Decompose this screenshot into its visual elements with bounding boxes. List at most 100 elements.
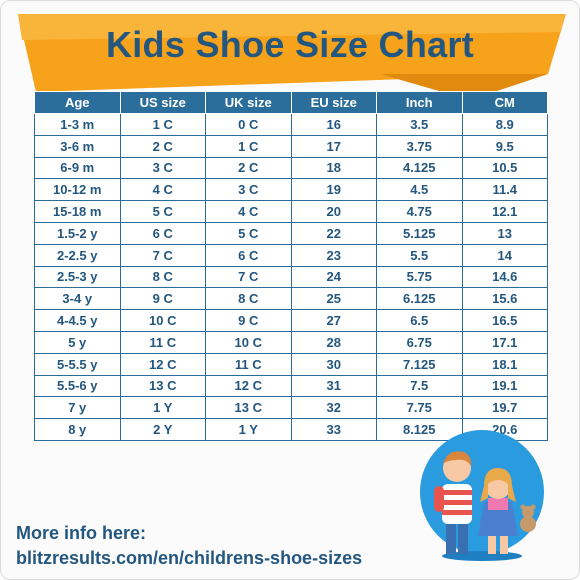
table-cell: 6-9 m	[34, 156, 121, 180]
table-cell: 4-4.5 y	[34, 309, 121, 332]
table-cell: 1-3 m	[34, 113, 121, 136]
table-cell: 7 C	[205, 265, 292, 289]
footer-info: More info here: blitzresults.com/en/chil…	[16, 521, 362, 571]
table-cell: 5 C	[205, 221, 292, 245]
table-cell: 19	[290, 178, 377, 202]
table-cell: 2 Y	[119, 418, 206, 441]
table-cell: 8 C	[119, 265, 206, 289]
column-header: Inch	[376, 91, 463, 114]
table-cell: 27	[290, 309, 377, 332]
column-header: EU size	[290, 91, 377, 114]
table-cell: 6.125	[376, 287, 463, 311]
table-cell: 19.7	[461, 396, 548, 420]
table-cell: 15-18 m	[34, 200, 121, 223]
column-header: CM	[461, 91, 548, 114]
table-cell: 14.6	[461, 265, 548, 289]
table-cell: 3-4 y	[34, 287, 121, 311]
table-cell: 9.5	[461, 134, 548, 158]
table-cell: 4.125	[376, 156, 463, 180]
table-cell: 11 C	[119, 330, 206, 354]
table-cell: 2-2.5 y	[34, 243, 121, 267]
table-cell: 6 C	[119, 221, 206, 245]
table-cell: 5-5.5 y	[34, 352, 121, 376]
table-cell: 1 C	[205, 134, 292, 158]
table-cell: 4 C	[119, 178, 206, 202]
table-cell: 13	[461, 221, 548, 245]
table-cell: 3-6 m	[34, 134, 121, 158]
table-cell: 8.125	[376, 418, 463, 441]
table-cell: 1 Y	[205, 418, 292, 441]
page-title: Kids Shoe Size Chart	[105, 24, 475, 65]
table-cell: 12 C	[205, 374, 292, 398]
table-cell: 33	[290, 418, 377, 441]
table-cell: 12.1	[461, 200, 548, 223]
table-cell: 3.5	[376, 113, 463, 136]
table-cell: 32	[290, 396, 377, 420]
table-cell: 17.1	[461, 330, 548, 354]
table-cell: 11 C	[205, 352, 292, 376]
table-cell: 7 y	[34, 396, 121, 420]
column-header: UK size	[205, 91, 292, 114]
table-cell: 8 y	[34, 418, 121, 441]
table-cell: 1 Y	[119, 396, 206, 420]
table-cell: 4.75	[376, 200, 463, 223]
table-cell: 7 C	[119, 243, 206, 267]
table-cell: 15.6	[461, 287, 548, 311]
column-header: US size	[119, 91, 206, 114]
table-cell: 25	[290, 287, 377, 311]
table-cell: 13 C	[205, 396, 292, 420]
table-cell: 5 C	[119, 200, 206, 223]
table-cell: 8 C	[205, 287, 292, 311]
table-row: 5 y 11 C 10 C 28 6.75 17.1	[34, 330, 548, 354]
column-header: Age	[34, 91, 121, 114]
table-cell: 5 y	[34, 330, 121, 354]
table-cell: 14	[461, 243, 548, 267]
table-row: 5-5.5 y 12 C 11 C 30 7.125 18.1	[34, 352, 548, 376]
table-cell: 1 C	[119, 113, 206, 136]
banner-ribbon-icon	[18, 14, 566, 100]
table-cell: 16.5	[461, 309, 548, 332]
table-cell: 16	[290, 113, 377, 136]
table-cell: 4.5	[376, 178, 463, 202]
table-cell: 10 C	[119, 309, 206, 332]
table-cell: 11.4	[461, 178, 548, 202]
table-cell: 22	[290, 221, 377, 245]
table-cell: 2.5-3 y	[34, 265, 121, 289]
table-cell: 19.1	[461, 374, 548, 398]
table-cell: 24	[290, 265, 377, 289]
table-cell: 1.5-2 y	[34, 221, 121, 245]
table-cell: 0 C	[205, 113, 292, 136]
kids-illustration-icon	[420, 430, 544, 561]
table-cell: 7.125	[376, 352, 463, 376]
table-cell: 30	[290, 352, 377, 376]
table-cell: 5.75	[376, 265, 463, 289]
footer-link-url[interactable]: blitzresults.com/en/childrens-shoe-sizes	[16, 548, 363, 568]
table-cell: 2 C	[205, 156, 292, 180]
table-cell: 3.75	[376, 134, 463, 158]
table-cell: 6.5	[376, 309, 463, 332]
table-cell: 3 C	[205, 178, 292, 202]
table-cell: 8.9	[461, 113, 548, 136]
footer-line-more-info: More info here:	[16, 523, 147, 543]
table-cell: 3 C	[119, 156, 206, 180]
table-cell: 5.125	[376, 221, 463, 245]
table-cell: 7.75	[376, 396, 463, 420]
table-cell: 5.5	[376, 243, 463, 267]
table-cell: 23	[290, 243, 377, 267]
table-cell: 20	[290, 200, 377, 223]
table-cell: 2 C	[119, 134, 206, 158]
table-cell: 10.5	[461, 156, 548, 180]
table-cell: 10 C	[205, 330, 292, 354]
table-cell: 7.5	[376, 374, 463, 398]
